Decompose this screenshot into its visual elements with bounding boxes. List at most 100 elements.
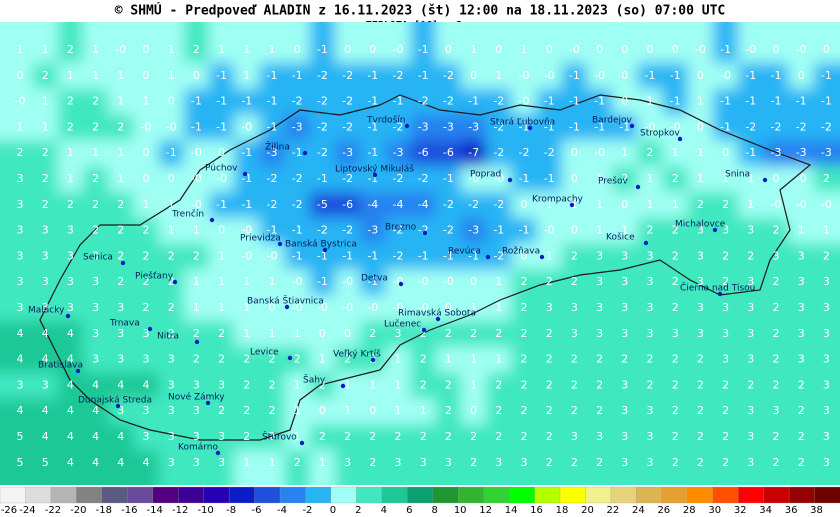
- grid-value: 2: [546, 456, 553, 469]
- field-cell: [662, 191, 689, 219]
- field-cell: [763, 424, 790, 451]
- field-cell: [108, 114, 135, 142]
- field-cell: [183, 88, 210, 116]
- field-cell: [57, 449, 84, 485]
- grid-value: 4: [143, 378, 150, 391]
- colorbar-label: 12: [479, 505, 492, 516]
- field-cell: [788, 22, 815, 64]
- grid-value: -0: [645, 120, 656, 133]
- field-cell: [662, 295, 689, 322]
- colorbar-label: -14: [147, 505, 163, 516]
- grid-value: -2: [393, 249, 404, 262]
- grid-value: 2: [117, 224, 124, 237]
- grid-value: 2: [495, 404, 502, 417]
- grid-value: 2: [672, 430, 679, 443]
- grid-value: 1: [470, 43, 477, 56]
- grid-value: 1: [143, 95, 150, 108]
- field-cell: [713, 449, 740, 485]
- field-cell: [662, 62, 689, 90]
- field-cell: [738, 88, 765, 116]
- grid-value: 3: [747, 404, 754, 417]
- field-cell: [108, 424, 135, 451]
- city-label: Trnava: [109, 319, 140, 329]
- city-dot: [404, 123, 410, 129]
- grid-value: -0: [191, 198, 202, 211]
- grid-value: -3: [292, 120, 303, 133]
- field-cell: [461, 346, 488, 374]
- grid-value: 1: [269, 456, 276, 469]
- field-cell: [763, 62, 790, 90]
- grid-value: 3: [521, 456, 528, 469]
- grid-value: 1: [218, 43, 225, 56]
- grid-value: 2: [546, 275, 553, 288]
- grid-value: -1: [241, 146, 252, 159]
- grid-value: -0: [821, 198, 832, 211]
- field-cell: [158, 346, 185, 374]
- field-cell: [83, 166, 110, 193]
- field-cell: [612, 449, 639, 485]
- field-cell: [234, 166, 261, 193]
- field-cell: [486, 372, 513, 400]
- grid-value: 3: [823, 327, 830, 340]
- grid-value: 4: [117, 378, 124, 391]
- grid-value: 1: [193, 275, 200, 288]
- city-dot: [629, 123, 635, 129]
- grid-value: 2: [672, 172, 679, 185]
- grid-value: 1: [67, 172, 74, 185]
- field-cell: [309, 243, 336, 271]
- field-cell: [183, 191, 210, 219]
- grid-value: -5: [317, 198, 328, 211]
- colorbar-swatch: [763, 486, 790, 504]
- grid-value: 4: [42, 404, 49, 417]
- field-cell: [183, 372, 210, 400]
- grid-value: 2: [773, 327, 780, 340]
- grid-value: 2: [798, 404, 805, 417]
- grid-value: 2: [294, 456, 301, 469]
- city-dot: [527, 125, 533, 131]
- field-cell: [813, 269, 840, 297]
- grid-value: 2: [445, 404, 452, 417]
- field-cell: [108, 140, 135, 168]
- grid-value: -2: [267, 198, 278, 211]
- grid-value: -1: [216, 95, 227, 108]
- grid-value: 2: [369, 327, 376, 340]
- grid-value: 3: [747, 327, 754, 340]
- grid-value: -2: [519, 146, 530, 159]
- field-cell: [32, 243, 59, 271]
- city-label: Lučenec: [384, 319, 421, 330]
- grid-value: -0: [393, 301, 404, 314]
- grid-value: -0: [15, 95, 26, 108]
- grid-value: 3: [798, 301, 805, 314]
- field-cell: [284, 269, 311, 297]
- field-cell: [259, 320, 286, 348]
- grid-value: -2: [493, 249, 504, 262]
- city-label: Revúca: [448, 247, 481, 257]
- grid-value: 2: [773, 301, 780, 314]
- field-cell: [637, 269, 664, 297]
- grid-value: -1: [292, 146, 303, 159]
- field-cell: [183, 114, 210, 142]
- field-cell: [486, 346, 513, 374]
- grid-value: 1: [17, 43, 24, 56]
- colorbar-swatch: [305, 486, 332, 504]
- grid-value: 1: [243, 327, 250, 340]
- grid-value: 2: [92, 172, 99, 185]
- grid-value: 3: [218, 456, 225, 469]
- field-cell: [259, 140, 286, 168]
- grid-value: 3: [17, 249, 24, 262]
- colorbar-swatch: [585, 486, 612, 504]
- field-cell: [486, 295, 513, 322]
- field-cell: [284, 320, 311, 348]
- field-cell: [183, 346, 210, 374]
- grid-value: -1: [317, 172, 328, 185]
- field-cell: [763, 217, 790, 245]
- field-cell: [158, 114, 185, 142]
- field-cell: [209, 88, 236, 116]
- field-cell: [561, 88, 588, 116]
- grid-value: -3: [821, 146, 832, 159]
- grid-value: 1: [798, 224, 805, 237]
- field-cell: [687, 217, 714, 245]
- field-cell: [687, 269, 714, 297]
- field-cell: [612, 243, 639, 271]
- grid-value: 4: [17, 353, 24, 366]
